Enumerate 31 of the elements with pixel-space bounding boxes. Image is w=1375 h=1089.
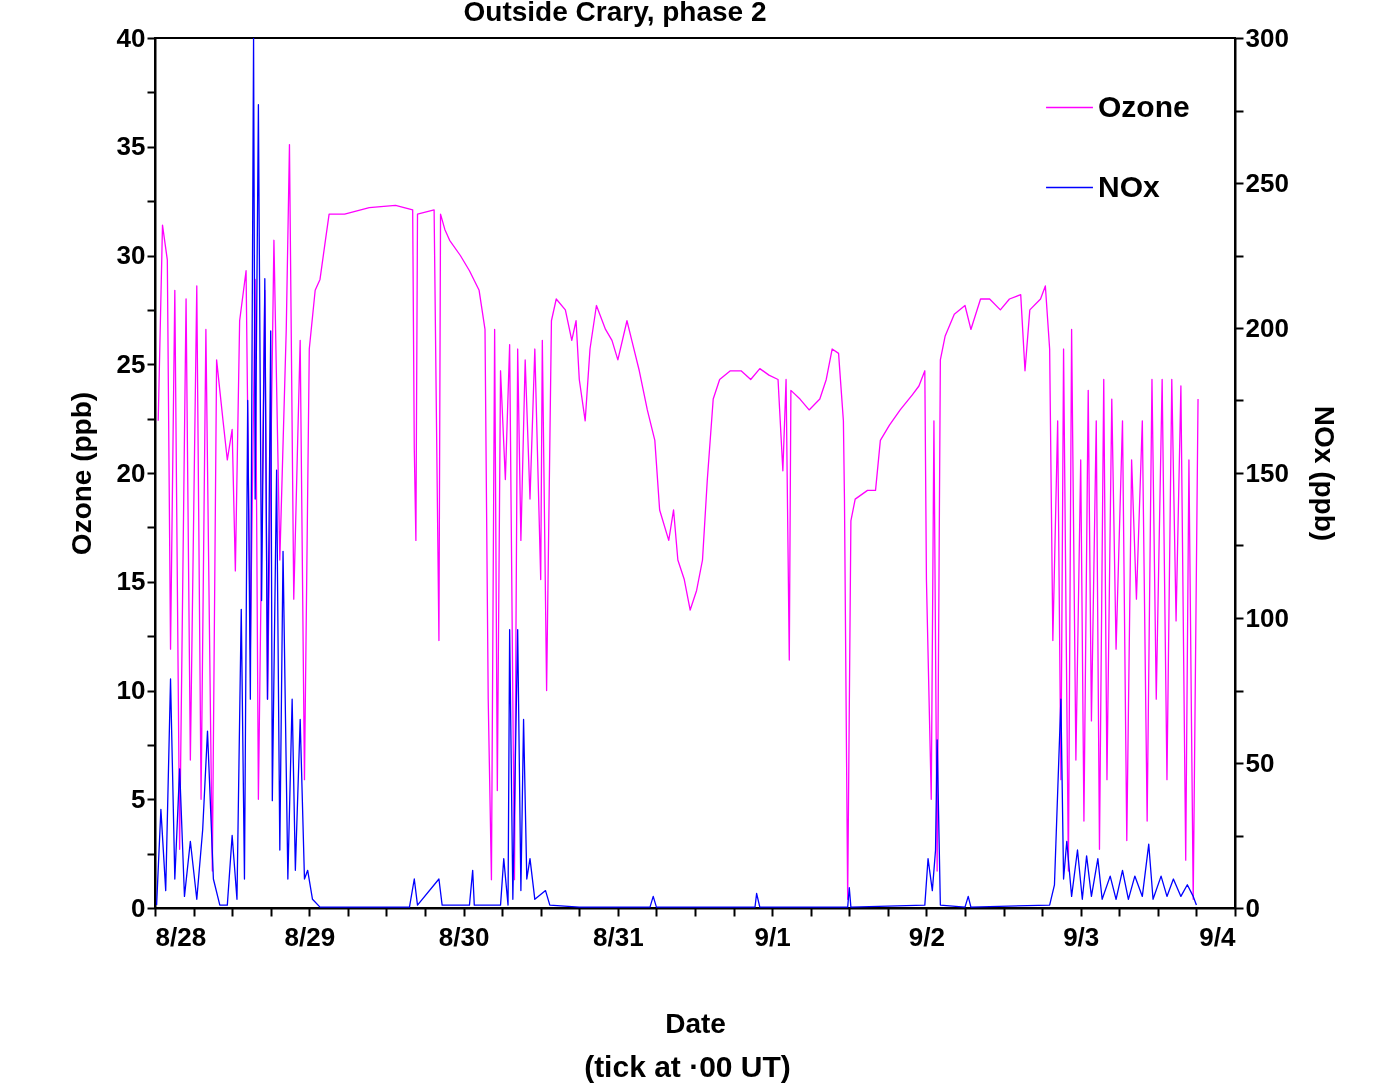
y2-tick-label: 50 — [1245, 747, 1275, 778]
x-axis-title: Date — [665, 1007, 726, 1039]
x-tick-label: 8/31 — [593, 921, 644, 952]
x-tick-label: 9/4 — [1199, 921, 1237, 952]
y2-tick-label: 150 — [1245, 457, 1289, 488]
legend-label: Ozone — [1098, 89, 1190, 123]
y2-tick-label: 200 — [1245, 312, 1289, 343]
y-axis-title: Ozone (ppb) — [65, 391, 97, 556]
y-tick-label: 0 — [131, 892, 146, 923]
x-tick-label: 9/1 — [754, 921, 791, 952]
y2-tick-label: 250 — [1245, 167, 1289, 198]
y2-tick-label: 100 — [1245, 602, 1289, 633]
y-tick-label: 35 — [116, 131, 146, 162]
x-tick-label: 8/28 — [155, 921, 207, 952]
y-tick-label: 15 — [116, 566, 146, 597]
x-tick-label: 8/29 — [284, 921, 336, 952]
x-tick-label: 9/2 — [908, 921, 946, 952]
y-tick-label: 5 — [131, 783, 146, 814]
y-tick-label: 20 — [116, 457, 146, 488]
legend-label: NOx — [1098, 169, 1160, 203]
chart-title: Outside Crary, phase 2 — [463, 0, 767, 27]
y-tick-label: 40 — [116, 22, 146, 53]
y-tick-label: 30 — [116, 240, 146, 270]
text: (tick at ·00 UT) — [583, 1050, 792, 1084]
y-tick-label: 25 — [116, 348, 146, 379]
y2-axis-title: NOx (ppb) — [1308, 405, 1340, 542]
x-tick-label: 8/30 — [438, 921, 490, 952]
y2-tick-label: 300 — [1245, 22, 1289, 53]
y-tick-label: 10 — [116, 675, 146, 705]
x-tick-label: 9/3 — [1063, 921, 1100, 952]
y2-tick-label: 0 — [1245, 892, 1260, 923]
